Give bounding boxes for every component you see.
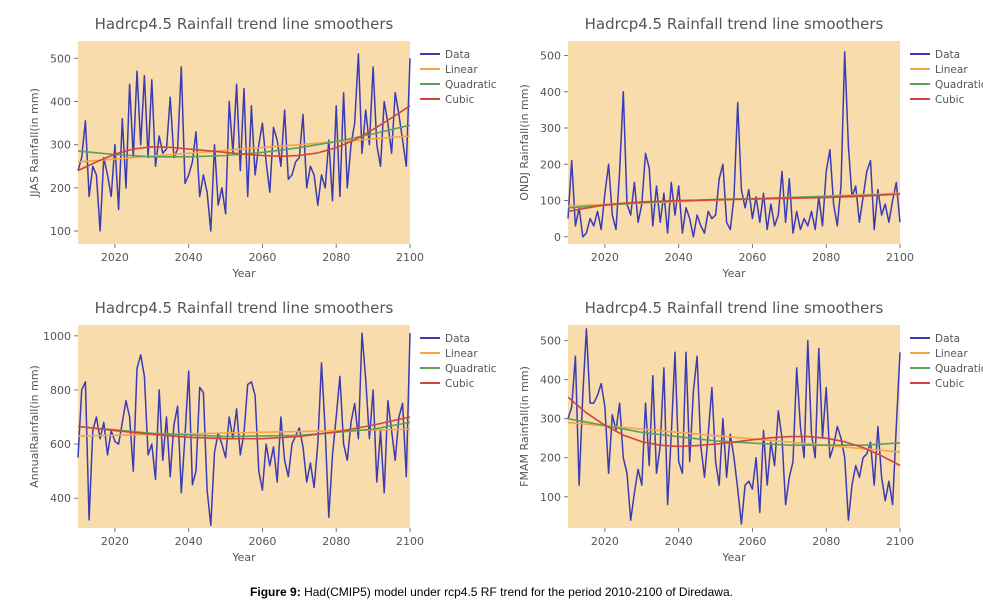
legend-quadratic-label: Quadratic xyxy=(935,79,983,91)
y-tick-label: 300 xyxy=(540,413,561,426)
x-tick-label: 2020 xyxy=(101,251,129,264)
y-tick-label: 500 xyxy=(540,335,561,348)
x-tick-label: 2100 xyxy=(886,535,914,548)
y-tick-label: 1000 xyxy=(43,330,71,343)
figure-caption-text: Had(CMIP5) model under rcp4.5 RF trend f… xyxy=(304,585,733,599)
chart-title: Hadrcp4.5 Rainfall trend line smoothers xyxy=(95,299,394,317)
x-tick-label: 2080 xyxy=(812,251,840,264)
series-cubic-line xyxy=(77,416,411,440)
x-axis-label: Year xyxy=(721,551,746,564)
legend-data-label: Data xyxy=(935,49,960,61)
series-quadratic-line xyxy=(567,417,901,446)
x-tick-label: 2080 xyxy=(322,251,350,264)
x-tick-label: 2020 xyxy=(101,535,129,548)
legend-data-label: Data xyxy=(935,333,960,345)
y-tick-label: 100 xyxy=(540,195,561,208)
series-cubic-line xyxy=(77,105,411,172)
figure-caption-label: Figure 9: xyxy=(250,585,301,599)
chart-jjas: Hadrcp4.5 Rainfall trend line smoothers 2… xyxy=(28,15,497,280)
legend-quadratic-label: Quadratic xyxy=(935,363,983,375)
chart-panel-ondj: Hadrcp4.5 Rainfall trend line smoothers 2… xyxy=(498,8,983,284)
y-tick-label: 400 xyxy=(50,492,71,505)
x-tick-label: 2100 xyxy=(396,535,424,548)
legend-quadratic-label: Quadratic xyxy=(445,79,497,91)
x-tick-label: 2060 xyxy=(738,535,766,548)
legend-quadratic-label: Quadratic xyxy=(445,363,497,375)
series-cubic-line xyxy=(567,193,901,213)
x-tick-label: 2080 xyxy=(322,535,350,548)
y-tick-label: 200 xyxy=(540,452,561,465)
series-cubic-line xyxy=(567,396,901,467)
chart-title: Hadrcp4.5 Rainfall trend line smoothers xyxy=(585,15,884,33)
x-tick-label: 2080 xyxy=(812,535,840,548)
series-data-line xyxy=(567,328,901,525)
x-tick-label: 2040 xyxy=(665,251,693,264)
chart-panel-annual: Hadrcp4.5 Rainfall trend line smoothers 2… xyxy=(8,292,497,568)
x-tick-label: 2060 xyxy=(738,251,766,264)
chart-panel-fmam: Hadrcp4.5 Rainfall trend line smoothers 2… xyxy=(498,292,983,568)
chart-title: Hadrcp4.5 Rainfall trend line smoothers xyxy=(585,299,884,317)
y-tick-label: 400 xyxy=(540,86,561,99)
legend-cubic-label: Cubic xyxy=(445,94,475,106)
x-tick-label: 2040 xyxy=(665,535,693,548)
chart-fmam: Hadrcp4.5 Rainfall trend line smoothers 2… xyxy=(518,299,983,564)
y-tick-label: 100 xyxy=(50,225,71,238)
x-tick-label: 2100 xyxy=(396,251,424,264)
plot-area xyxy=(568,41,900,244)
y-tick-label: 600 xyxy=(50,438,71,451)
y-tick-label: 200 xyxy=(50,182,71,195)
chart-title: Hadrcp4.5 Rainfall trend line smoothers xyxy=(95,15,394,33)
legend-cubic-label: Cubic xyxy=(445,378,475,390)
legend-linear-label: Linear xyxy=(935,348,968,360)
y-tick-label: 500 xyxy=(540,50,561,63)
plot-area xyxy=(568,325,900,528)
figure-caption: Figure 9: Had(CMIP5) model under rcp4.5 … xyxy=(0,585,983,599)
chart-panel-jjas: Hadrcp4.5 Rainfall trend line smoothers 2… xyxy=(8,8,497,284)
legend-data-label: Data xyxy=(445,333,470,345)
x-tick-label: 2040 xyxy=(175,535,203,548)
y-axis-label: ONDJ Rainfall(in mm) xyxy=(518,84,531,201)
y-tick-label: 0 xyxy=(554,231,561,244)
chart-ondj: Hadrcp4.5 Rainfall trend line smoothers 2… xyxy=(518,15,983,280)
legend-cubic-label: Cubic xyxy=(935,378,965,390)
y-axis-label: AnnualRainfall(in mm) xyxy=(28,365,41,488)
legend-linear-label: Linear xyxy=(935,64,968,76)
y-tick-label: 300 xyxy=(540,122,561,135)
chart-annual: Hadrcp4.5 Rainfall trend line smoothers 2… xyxy=(28,299,497,564)
y-tick-label: 100 xyxy=(540,491,561,504)
legend-data-label: Data xyxy=(445,49,470,61)
y-tick-label: 200 xyxy=(540,158,561,171)
series-quadratic-line xyxy=(77,421,411,438)
x-axis-label: Year xyxy=(231,551,256,564)
y-tick-label: 300 xyxy=(50,139,71,152)
x-tick-label: 2060 xyxy=(248,535,276,548)
legend-linear-label: Linear xyxy=(445,348,478,360)
x-axis-label: Year xyxy=(231,267,256,280)
y-tick-label: 400 xyxy=(50,95,71,108)
legend-cubic-label: Cubic xyxy=(935,94,965,106)
legend-linear-label: Linear xyxy=(445,64,478,76)
x-tick-label: 2020 xyxy=(591,535,619,548)
y-axis-label: FMAM Rainfall(in mm) xyxy=(518,366,531,487)
x-tick-label: 2040 xyxy=(175,251,203,264)
series-linear-line xyxy=(567,421,901,453)
x-tick-label: 2100 xyxy=(886,251,914,264)
series-data-line xyxy=(567,51,901,238)
y-axis-label: JJAS Rainfall(in mm) xyxy=(28,88,41,198)
x-tick-label: 2020 xyxy=(591,251,619,264)
y-tick-label: 800 xyxy=(50,384,71,397)
y-tick-label: 400 xyxy=(540,374,561,387)
x-tick-label: 2060 xyxy=(248,251,276,264)
y-tick-label: 500 xyxy=(50,52,71,65)
x-axis-label: Year xyxy=(721,267,746,280)
